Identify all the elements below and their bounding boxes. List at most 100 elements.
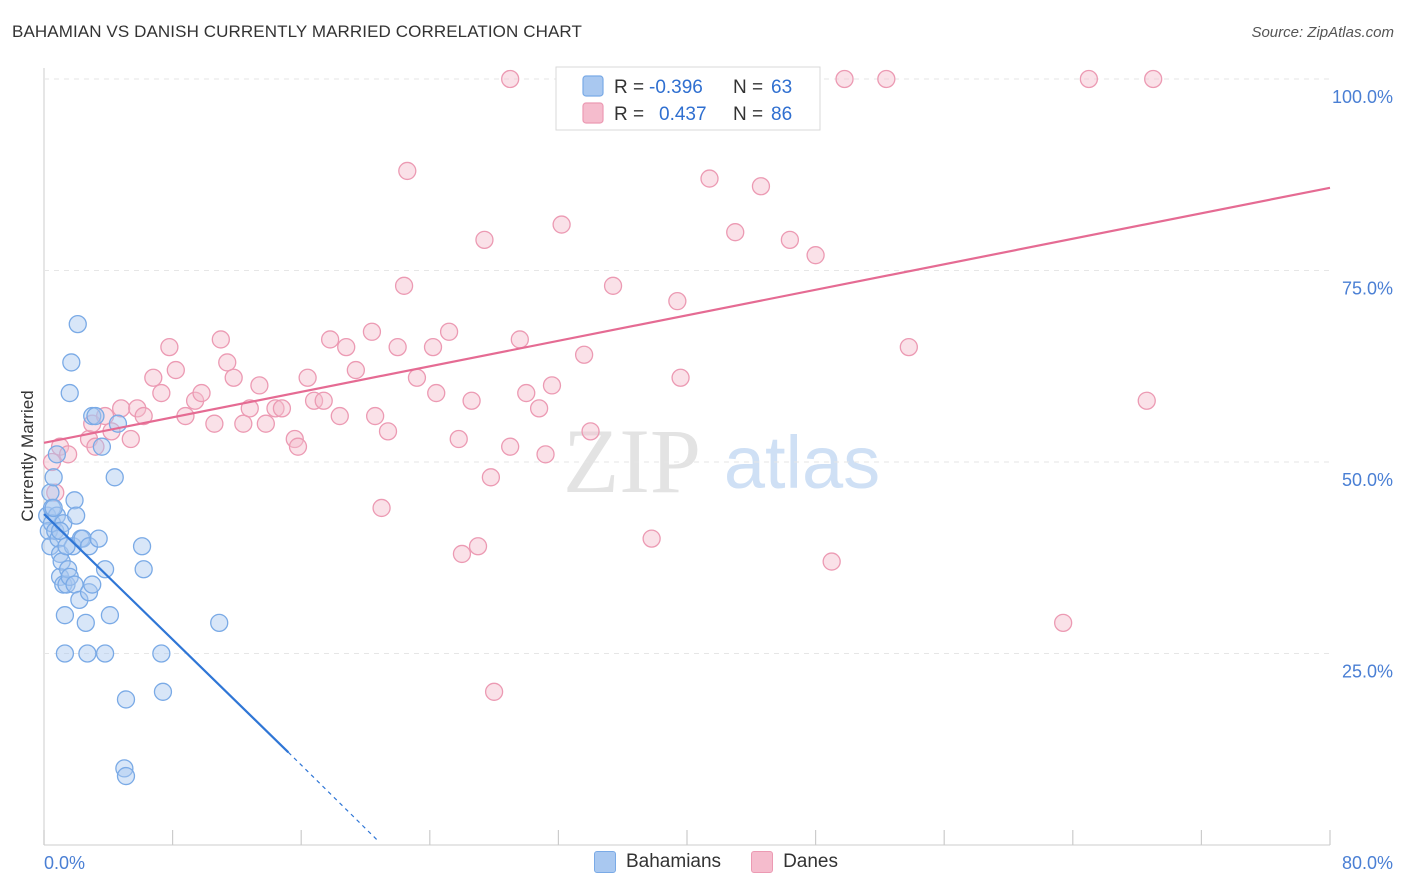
danes-point[interactable]: [501, 69, 520, 89]
bahamians-point[interactable]: [134, 560, 153, 579]
danes-point[interactable]: [211, 330, 230, 349]
danes-point[interactable]: [330, 406, 349, 426]
bahamians-point[interactable]: [89, 529, 108, 548]
danes-point[interactable]: [1144, 69, 1163, 89]
bahamians-point[interactable]: [47, 445, 67, 464]
danes-point[interactable]: [337, 337, 356, 357]
danes-point[interactable]: [671, 368, 690, 387]
bahamians-point[interactable]: [76, 613, 95, 633]
danes-point[interactable]: [642, 529, 661, 548]
bahamians-point[interactable]: [67, 506, 86, 525]
danes-point[interactable]: [481, 468, 501, 487]
bahamians-point[interactable]: [55, 644, 75, 663]
danes-point[interactable]: [218, 353, 237, 372]
danes-point[interactable]: [362, 322, 382, 341]
danes-point[interactable]: [166, 360, 185, 380]
danes-point[interactable]: [192, 383, 211, 403]
danes-point[interactable]: [751, 177, 771, 196]
bahamians-point[interactable]: [152, 644, 171, 663]
bahamians-point[interactable]: [92, 437, 112, 456]
danes-point[interactable]: [378, 422, 398, 441]
bahamians-point[interactable]: [60, 383, 79, 403]
danes-point[interactable]: [346, 360, 366, 380]
bahamians-point[interactable]: [105, 468, 124, 487]
danes-point[interactable]: [152, 383, 171, 403]
danes-point[interactable]: [423, 337, 443, 357]
danes-point[interactable]: [449, 429, 468, 449]
danes-point[interactable]: [726, 223, 745, 242]
danes-point[interactable]: [272, 399, 292, 418]
danes-point[interactable]: [536, 445, 555, 464]
bahamians-point[interactable]: [44, 498, 63, 518]
bahamians-point[interactable]: [95, 560, 115, 579]
bahamians-point[interactable]: [65, 491, 84, 510]
bahamians-point[interactable]: [55, 606, 75, 625]
bahamians-point[interactable]: [44, 468, 63, 487]
danes-point[interactable]: [877, 69, 896, 89]
danes-point[interactable]: [388, 337, 407, 357]
danes-point[interactable]: [256, 414, 275, 433]
danes-point[interactable]: [314, 391, 333, 410]
bahamians-point[interactable]: [79, 537, 99, 556]
legend-item-danes[interactable]: Danes: [751, 851, 838, 873]
bahamians-point[interactable]: [57, 537, 76, 556]
danes-point[interactable]: [462, 391, 481, 410]
bahamians-point[interactable]: [70, 590, 89, 610]
bahamians-point[interactable]: [58, 560, 78, 579]
danes-point[interactable]: [529, 399, 549, 418]
bahamians-point[interactable]: [153, 682, 173, 701]
danes-point[interactable]: [899, 337, 918, 357]
danes-point[interactable]: [468, 537, 488, 556]
danes-point[interactable]: [1137, 391, 1156, 410]
danes-point[interactable]: [668, 291, 687, 311]
danes-point[interactable]: [372, 498, 391, 518]
bahamians-point[interactable]: [132, 537, 152, 556]
danes-point[interactable]: [1079, 69, 1099, 89]
danes-point[interactable]: [86, 437, 105, 456]
bahamians-point[interactable]: [78, 644, 97, 663]
danes-point[interactable]: [510, 330, 529, 349]
danes-point[interactable]: [398, 161, 417, 181]
danes-point[interactable]: [484, 682, 504, 701]
danes-point[interactable]: [452, 544, 472, 564]
danes-point[interactable]: [780, 230, 800, 250]
danes-point[interactable]: [427, 383, 446, 403]
danes-point[interactable]: [266, 399, 285, 418]
danes-point[interactable]: [700, 169, 719, 188]
danes-point[interactable]: [835, 69, 854, 89]
danes-point[interactable]: [517, 383, 536, 403]
danes-point[interactable]: [581, 422, 600, 441]
danes-point[interactable]: [394, 276, 414, 295]
bahamians-point[interactable]: [116, 766, 136, 786]
danes-point[interactable]: [822, 552, 841, 571]
danes-point[interactable]: [234, 414, 253, 433]
danes-point[interactable]: [1054, 613, 1073, 633]
danes-point[interactable]: [552, 215, 571, 234]
bahamians-point[interactable]: [68, 314, 87, 334]
danes-point[interactable]: [298, 368, 317, 387]
danes-point[interactable]: [240, 399, 259, 418]
danes-point[interactable]: [320, 330, 340, 349]
bahamians-point[interactable]: [83, 575, 102, 594]
danes-point[interactable]: [439, 322, 459, 341]
danes-point[interactable]: [475, 230, 494, 250]
bahamians-point[interactable]: [115, 759, 134, 778]
danes-point[interactable]: [205, 414, 224, 433]
danes-point[interactable]: [542, 376, 562, 395]
bahamians-point[interactable]: [100, 606, 120, 625]
danes-point[interactable]: [603, 276, 623, 295]
danes-point[interactable]: [365, 406, 385, 426]
danes-point[interactable]: [134, 406, 153, 426]
bahamians-point[interactable]: [62, 353, 81, 372]
danes-point[interactable]: [112, 399, 131, 418]
danes-point[interactable]: [46, 483, 65, 502]
bahamians-point[interactable]: [86, 406, 105, 426]
danes-point[interactable]: [224, 368, 243, 387]
bahamians-point[interactable]: [41, 483, 60, 502]
danes-point[interactable]: [250, 376, 269, 395]
legend-item-bahamians[interactable]: Bahamians: [594, 851, 721, 873]
danes-point[interactable]: [501, 437, 520, 456]
bahamians-point[interactable]: [116, 690, 136, 709]
danes-point[interactable]: [806, 246, 825, 265]
danes-point[interactable]: [304, 391, 324, 410]
